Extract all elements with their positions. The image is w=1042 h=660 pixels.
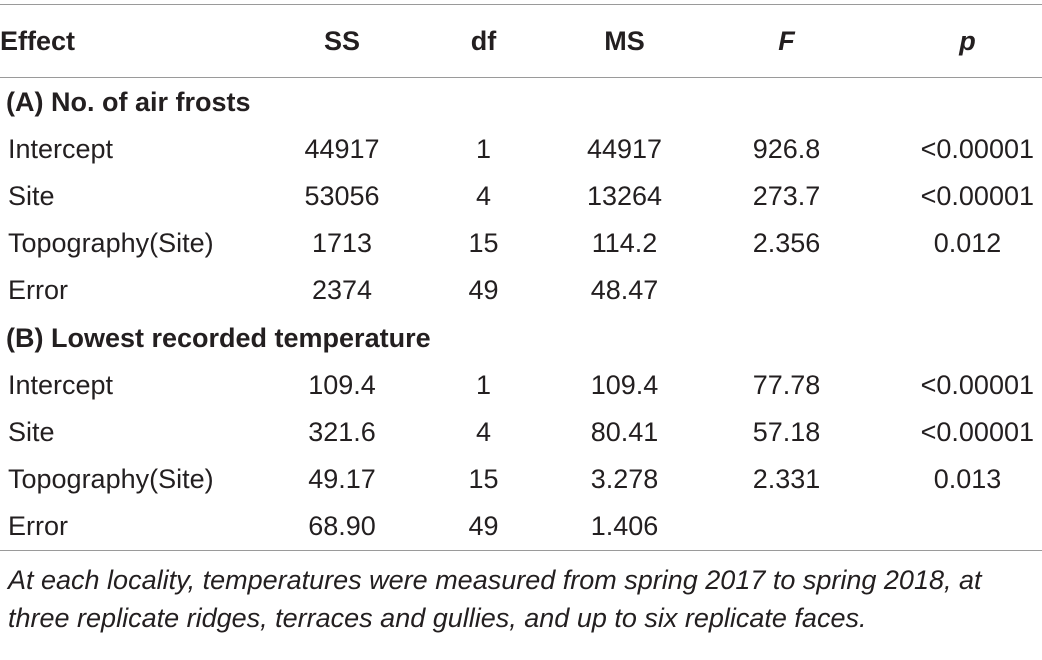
table-header: Effect SS df MS F p: [0, 4, 1042, 78]
cell-p: [865, 503, 1042, 551]
cell-ss: 109.4: [308, 370, 376, 400]
cell-df: 15: [468, 228, 499, 258]
cell-df: 49: [468, 275, 499, 305]
cell-ms: 80.41: [590, 417, 659, 447]
table-row: Topography(Site) 1713 15 114.2 2.356 0.0…: [0, 220, 1042, 267]
table-row: Error 68.90 49 1.406: [0, 503, 1042, 551]
header-effect: Effect: [0, 4, 258, 78]
cell-f: 77.78: [752, 370, 821, 400]
cell-ms: 114.2: [591, 228, 658, 258]
cell-f: 2.356: [752, 228, 821, 258]
cell-df: 4: [475, 181, 492, 211]
cell-ms: 44917: [586, 134, 663, 164]
cell-f: [708, 267, 865, 314]
cell-p: <0.00001: [920, 181, 1034, 211]
cell-ms: 109.4: [590, 370, 659, 400]
cell-p: [865, 267, 1042, 314]
footnote-row: At each locality, temperatures were meas…: [0, 551, 1042, 638]
cell-df: 1: [475, 370, 492, 400]
cell-ss: 68.90: [258, 503, 426, 551]
header-df: df: [426, 4, 541, 78]
cell-ss: 44917: [304, 134, 380, 164]
table-row: Intercept 44917 1 44917 926.8 <0.00001: [0, 126, 1042, 173]
header-f: F: [708, 4, 865, 78]
cell-ss: 49.17: [308, 464, 376, 494]
table-row: Site 53056 4 13264 273.7 <0.00001: [0, 173, 1042, 220]
cell-effect: Intercept: [8, 134, 114, 164]
cell-ss: 53056: [304, 181, 380, 211]
section-title-b: (B) Lowest recorded temperature: [6, 322, 431, 353]
cell-p: <0.00001: [920, 417, 1034, 447]
section-row-b: (B) Lowest recorded temperature: [0, 314, 1042, 362]
cell-ss: 2374: [311, 275, 373, 305]
cell-df: 15: [468, 464, 499, 494]
cell-ms: 3.278: [590, 464, 659, 494]
header-ms: MS: [541, 4, 708, 78]
section-title-a: (A) No. of air frosts: [6, 86, 251, 117]
cell-p: 0.012: [933, 228, 1002, 258]
cell-effect: Site: [8, 181, 55, 211]
table-row: Site 321.6 4 80.41 57.18 <0.00001: [0, 409, 1042, 456]
cell-ss: 321.6: [308, 417, 376, 447]
cell-f: 2.331: [752, 464, 821, 494]
header-row: Effect SS df MS F p: [0, 4, 1042, 78]
cell-f: 926.8: [752, 134, 821, 164]
cell-p: <0.00001: [920, 370, 1034, 400]
cell-effect: Topography(Site): [8, 228, 214, 258]
cell-ms: 48.47: [590, 275, 659, 305]
cell-p: <0.00001: [920, 134, 1034, 164]
cell-effect: Error: [8, 275, 68, 305]
cell-f: [708, 503, 865, 551]
table-row: Error 2374 49 48.47: [0, 267, 1042, 314]
cell-df: 49: [426, 503, 541, 551]
cell-effect: Intercept: [8, 370, 114, 400]
table-body: (A) No. of air frosts Intercept 44917 1 …: [0, 78, 1042, 638]
header-p: p: [865, 4, 1042, 78]
cell-df: 1: [475, 134, 492, 164]
cell-effect: Error: [0, 503, 258, 551]
cell-effect: Site: [8, 417, 55, 447]
table-row: Topography(Site) 49.17 15 3.278 2.331 0.…: [0, 456, 1042, 503]
cell-ss: 1713: [311, 228, 373, 258]
cell-df: 4: [475, 417, 492, 447]
header-ss: SS: [258, 4, 426, 78]
table-row: Intercept 109.4 1 109.4 77.78 <0.00001: [0, 362, 1042, 409]
section-row-a: (A) No. of air frosts: [0, 78, 1042, 127]
cell-f: 57.18: [752, 417, 821, 447]
table-footnote: At each locality, temperatures were meas…: [8, 565, 982, 633]
cell-ms: 1.406: [541, 503, 708, 551]
cell-effect: Topography(Site): [8, 464, 214, 494]
anova-table: Effect SS df MS F p (A) No. of air frost…: [0, 4, 1042, 637]
cell-f: 273.7: [752, 181, 821, 211]
cell-p: 0.013: [933, 464, 1002, 494]
cell-ms: 13264: [586, 181, 663, 211]
